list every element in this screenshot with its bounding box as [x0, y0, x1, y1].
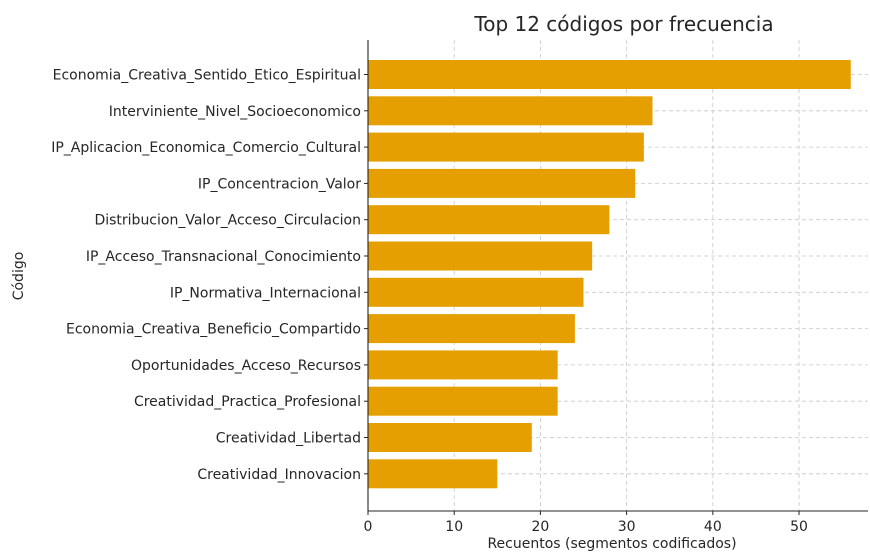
- bar-ip-aplicacion-economica-comercio-cultural: [368, 132, 644, 162]
- bar-creatividad-practica-profesional: [368, 386, 558, 416]
- bar-ip-concentracion-valor: [368, 168, 636, 198]
- x-tick-label: 30: [618, 519, 636, 535]
- bar-economia-creativa-sentido-etico-espiritual: [368, 60, 851, 89]
- bars: [368, 60, 851, 489]
- y-tick-label: IP_Normativa_Internacional: [170, 285, 361, 301]
- y-tick-label: IP_Concentracion_Valor: [198, 176, 361, 192]
- y-tick-label: Oportunidades_Acceso_Recursos: [131, 358, 361, 374]
- x-tick-label: 0: [364, 519, 373, 535]
- bar-distribucion-valor-acceso-circulacion: [368, 205, 610, 235]
- y-tick-label: Creatividad_Innovacion: [197, 467, 361, 483]
- y-axis-label: Código: [11, 252, 27, 301]
- x-axis-ticks: 0 10 20 30 40 50: [364, 511, 808, 535]
- y-axis-ticks: Economia_Creativa_Sentido_Etico_Espiritu…: [51, 68, 368, 483]
- bar-oportunidades-acceso-recursos: [368, 350, 558, 380]
- y-tick-label: Distribucion_Valor_Acceso_Circulacion: [94, 213, 361, 229]
- bar-ip-acceso-transnacional-conocimiento: [368, 241, 593, 271]
- x-tick-label: 40: [704, 519, 722, 535]
- y-tick-label: Economia_Creativa_Beneficio_Compartido: [66, 322, 361, 338]
- y-tick-label: Interviniente_Nivel_Socioeconomico: [109, 104, 361, 120]
- bar-interviniente-nivel-socioeconomico: [368, 96, 653, 126]
- y-tick-label: IP_Acceso_Transnacional_Conocimiento: [86, 249, 361, 265]
- x-axis-label: Recuentos (segmentos codificados): [487, 536, 736, 552]
- chart-title: Top 12 códigos por frecuencia: [473, 12, 773, 36]
- y-tick-label: Creatividad_Practica_Profesional: [134, 394, 361, 410]
- y-tick-label: IP_Aplicacion_Economica_Comercio_Cultura…: [51, 140, 361, 156]
- bar-economia-creativa-beneficio-compartido: [368, 314, 575, 344]
- y-tick-label: Economia_Creativa_Sentido_Etico_Espiritu…: [53, 68, 361, 84]
- bar-ip-normativa-internacional: [368, 277, 584, 307]
- axes-spines: [367, 40, 868, 512]
- x-tick-label: 50: [790, 519, 808, 535]
- x-tick-label: 10: [445, 519, 463, 535]
- bar-creatividad-innovacion: [368, 459, 498, 489]
- x-tick-label: 20: [531, 519, 549, 535]
- bar-creatividad-libertad: [368, 423, 532, 452]
- y-tick-label: Creatividad_Libertad: [216, 431, 361, 447]
